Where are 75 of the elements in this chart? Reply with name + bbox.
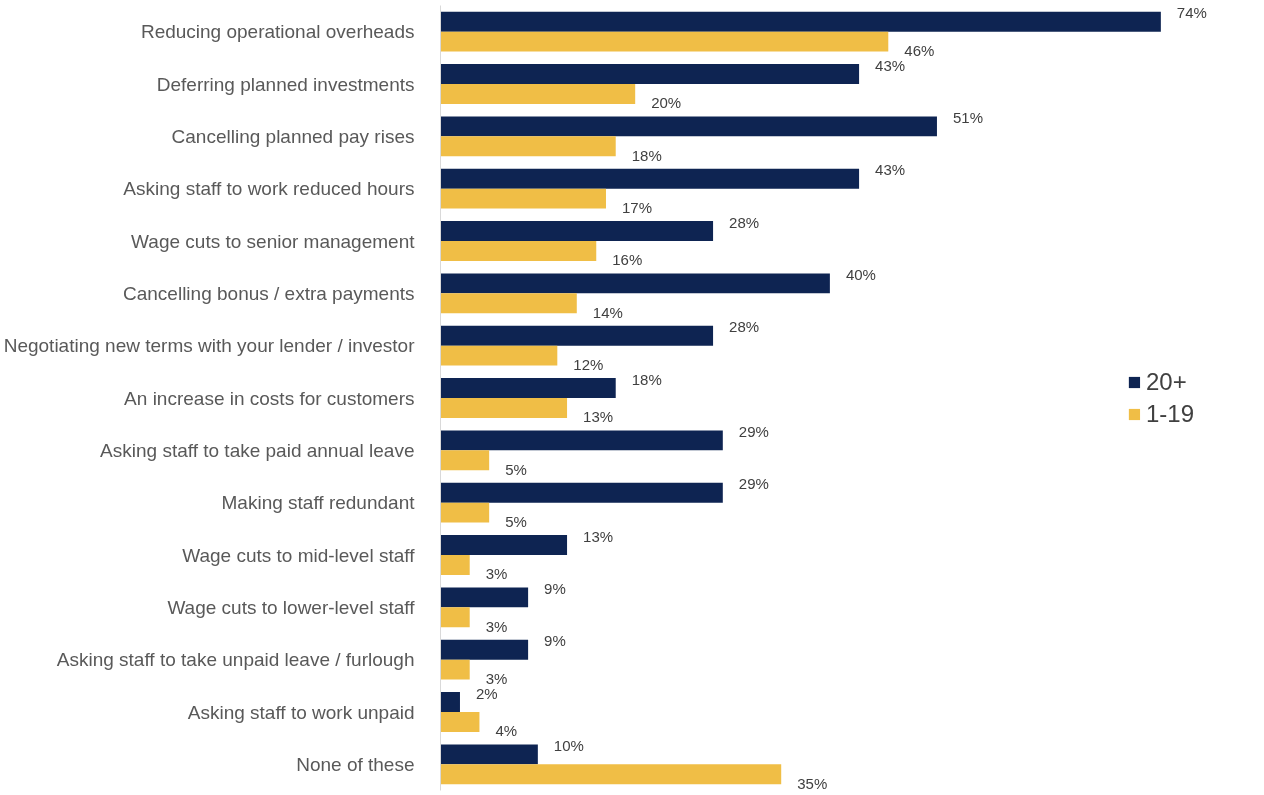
y-tick-label: Reducing operational overheads [140,21,415,43]
y-tick-label: Wage cuts to senior management [131,230,416,252]
bar [440,430,723,451]
bar [440,712,480,732]
y-tick-label: Wage cuts to lower-level staff [167,596,416,618]
bar [440,136,616,157]
bar [440,84,636,104]
bar [440,450,490,471]
data-label: 16% [612,251,643,269]
bar [440,607,470,628]
y-tick-label: Cancelling bonus / extra payments [123,282,415,304]
data-label: 14% [592,303,623,321]
legend-label: 1-19 [1145,399,1194,428]
data-label: 9% [544,579,566,597]
bar [440,692,460,712]
data-label: 3% [485,617,508,635]
bar [440,325,714,346]
data-label: 35% [797,774,828,792]
bar [440,587,529,608]
bar [440,378,616,398]
bar [440,555,470,575]
y-tick-label: None of these [296,753,415,775]
bar [440,11,1161,32]
y-tick-label: Cancelling planned pay rises [171,125,415,147]
data-label: 12% [573,356,604,374]
y-tick-label: Asking staff to work reduced hours [123,178,415,200]
y-tick-label: Asking staff to work unpaid [187,701,415,723]
data-label: 43% [875,56,906,74]
data-label: 13% [583,527,614,545]
data-label: 74% [1176,4,1207,22]
bar [440,221,714,241]
y-tick-label: Wage cuts to mid-level staff [182,544,416,566]
bar [440,639,529,660]
y-tick-label: Negotiating new terms with your lender / investor [3,335,416,357]
bar [440,188,606,209]
bar [440,116,937,137]
bar [440,31,889,52]
data-label: 28% [729,213,760,231]
bar [440,764,782,785]
data-label: 3% [485,565,508,583]
bar [440,398,568,418]
data-label: 13% [583,408,614,426]
y-tick-label: Making staff redundant [221,492,416,514]
bar [440,241,597,261]
data-label: 51% [952,108,983,126]
data-label: 18% [631,370,662,388]
bar [440,64,860,84]
y-tick-label: Deferring planned investments [156,73,415,95]
data-label: 46% [904,42,935,60]
y-tick-label: An increase in costs for customers [124,387,415,409]
data-label: 40% [845,265,876,283]
data-label: 29% [738,475,769,493]
data-label: 17% [621,199,653,217]
bar [440,482,723,503]
bar [440,168,860,189]
bar [440,502,490,523]
data-label: 20% [651,94,682,112]
data-label: 5% [505,460,527,478]
data-label: 28% [729,318,760,336]
bar [440,535,568,555]
data-label: 5% [505,513,527,531]
legend-label: 20+ [1145,367,1187,396]
data-label: 10% [553,736,584,754]
y-tick-label: Asking staff to take paid annual leave [100,439,415,461]
data-label: 9% [544,632,566,650]
bar [440,345,558,366]
bar [440,659,470,680]
data-label: 43% [875,161,906,179]
data-label: 4% [495,722,518,740]
y-tick-label: Asking staff to take unpaid leave / furlough [56,649,415,671]
data-label: 18% [631,146,662,164]
bar [440,744,538,765]
data-label: 29% [738,422,769,440]
bar [440,293,577,314]
bar [440,273,830,294]
